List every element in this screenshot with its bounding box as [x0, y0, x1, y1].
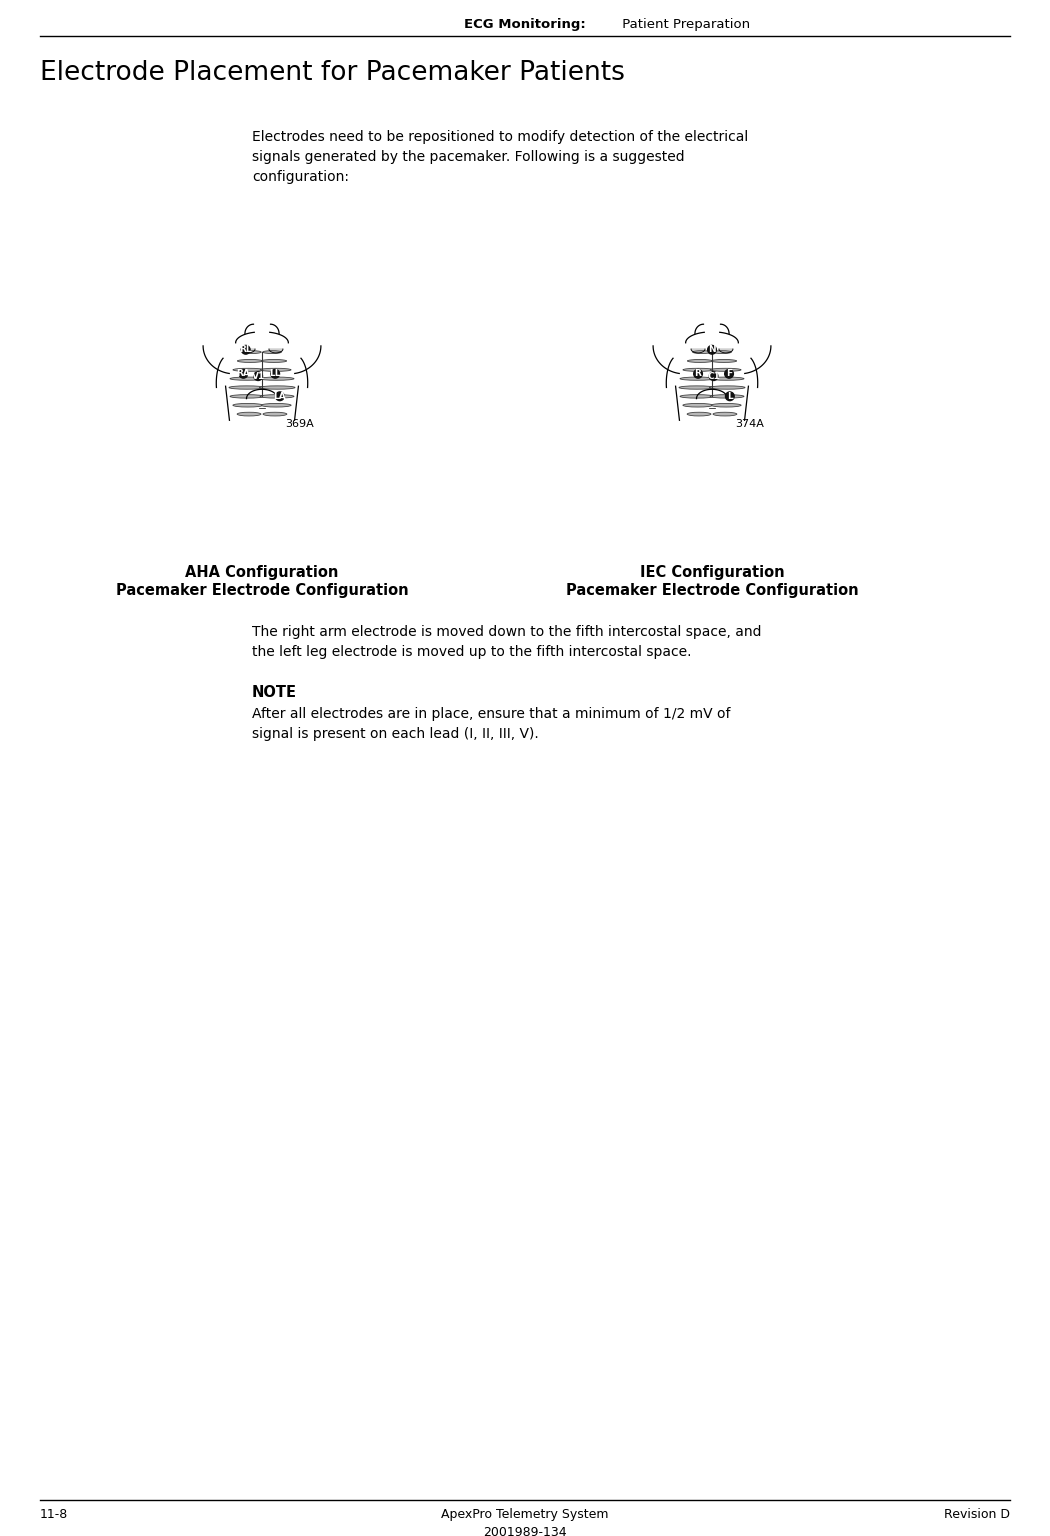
Ellipse shape: [680, 376, 715, 381]
Circle shape: [239, 370, 248, 378]
Ellipse shape: [260, 395, 294, 398]
Ellipse shape: [710, 369, 741, 372]
Polygon shape: [242, 349, 255, 353]
Circle shape: [275, 392, 285, 401]
Text: N: N: [708, 346, 716, 355]
Text: IEC Configuration: IEC Configuration: [639, 565, 784, 581]
Text: the left leg electrode is moved up to the fifth intercostal space.: the left leg electrode is moved up to th…: [252, 645, 692, 659]
Ellipse shape: [687, 412, 711, 416]
Ellipse shape: [261, 359, 287, 362]
Ellipse shape: [233, 404, 262, 407]
Ellipse shape: [680, 395, 714, 398]
Ellipse shape: [710, 395, 744, 398]
Text: Patient Preparation: Patient Preparation: [618, 18, 750, 31]
Ellipse shape: [233, 369, 264, 372]
Ellipse shape: [713, 350, 732, 353]
Text: AHA Configuration: AHA Configuration: [185, 565, 339, 581]
Circle shape: [708, 346, 716, 355]
Circle shape: [709, 372, 718, 381]
Circle shape: [726, 392, 734, 401]
Polygon shape: [269, 349, 282, 353]
Ellipse shape: [711, 404, 741, 407]
Text: NOTE: NOTE: [252, 685, 297, 700]
Text: signal is present on each lead (I, II, III, V).: signal is present on each lead (I, II, I…: [252, 727, 539, 740]
Ellipse shape: [229, 386, 265, 389]
Ellipse shape: [711, 359, 737, 362]
Text: Electrode Placement for Pacemaker Patients: Electrode Placement for Pacemaker Patien…: [40, 60, 625, 86]
Ellipse shape: [262, 412, 287, 416]
Circle shape: [254, 372, 262, 381]
Ellipse shape: [260, 369, 291, 372]
Text: C1: C1: [707, 372, 720, 381]
Circle shape: [694, 370, 702, 378]
Text: RL: RL: [239, 346, 252, 355]
Ellipse shape: [262, 350, 281, 353]
Text: LA: LA: [273, 392, 287, 401]
Text: The right arm electrode is moved down to the fifth intercostal space, and: The right arm electrode is moved down to…: [252, 625, 761, 639]
Text: LL: LL: [270, 369, 281, 378]
Text: Revision D: Revision D: [944, 1508, 1010, 1521]
Ellipse shape: [679, 386, 715, 389]
Text: ApexPro Telemetry System: ApexPro Telemetry System: [441, 1508, 609, 1521]
Text: L: L: [727, 392, 733, 401]
Text: RA: RA: [236, 369, 250, 378]
Text: After all electrodes are in place, ensure that a minimum of 1/2 mV of: After all electrodes are in place, ensur…: [252, 707, 731, 720]
Ellipse shape: [259, 386, 295, 389]
Text: signals generated by the pacemaker. Following is a suggested: signals generated by the pacemaker. Foll…: [252, 151, 685, 164]
Ellipse shape: [261, 404, 291, 407]
Ellipse shape: [237, 412, 261, 416]
Ellipse shape: [243, 350, 261, 353]
Text: 2001989-134: 2001989-134: [483, 1525, 567, 1536]
Ellipse shape: [230, 395, 264, 398]
Ellipse shape: [713, 412, 737, 416]
Circle shape: [724, 370, 733, 378]
Circle shape: [242, 346, 250, 355]
Text: Pacemaker Electrode Configuration: Pacemaker Electrode Configuration: [116, 584, 408, 598]
Polygon shape: [719, 349, 733, 353]
Text: ECG Monitoring:: ECG Monitoring:: [464, 18, 586, 31]
Text: R: R: [695, 369, 701, 378]
Ellipse shape: [710, 376, 744, 381]
Text: Electrodes need to be repositioned to modify detection of the electrical: Electrodes need to be repositioned to mo…: [252, 131, 749, 144]
Ellipse shape: [259, 376, 294, 381]
Text: 374A: 374A: [735, 419, 764, 429]
Ellipse shape: [682, 404, 713, 407]
Ellipse shape: [688, 359, 713, 362]
Text: 11-8: 11-8: [40, 1508, 68, 1521]
Ellipse shape: [693, 350, 711, 353]
Text: F: F: [726, 369, 732, 378]
Text: 369A: 369A: [286, 419, 314, 429]
Ellipse shape: [710, 386, 746, 389]
Text: Pacemaker Electrode Configuration: Pacemaker Electrode Configuration: [566, 584, 858, 598]
Text: configuration:: configuration:: [252, 170, 349, 184]
Circle shape: [271, 370, 279, 378]
Text: V1: V1: [252, 372, 265, 381]
Ellipse shape: [230, 376, 265, 381]
Ellipse shape: [237, 359, 262, 362]
Ellipse shape: [682, 369, 714, 372]
Polygon shape: [691, 349, 705, 353]
